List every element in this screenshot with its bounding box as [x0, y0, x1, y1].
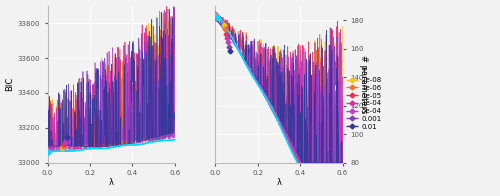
Y-axis label: BIC: BIC	[6, 77, 15, 91]
X-axis label: λ: λ	[276, 178, 281, 187]
Legend: 1e-08, 1e-06, 1e-05, 1e-04, 5e-04, 0.001, 0.01: 1e-08, 1e-06, 1e-05, 1e-04, 5e-04, 0.001…	[346, 66, 382, 130]
X-axis label: λ: λ	[108, 178, 114, 187]
Y-axis label: # parameters: # parameters	[359, 55, 368, 113]
